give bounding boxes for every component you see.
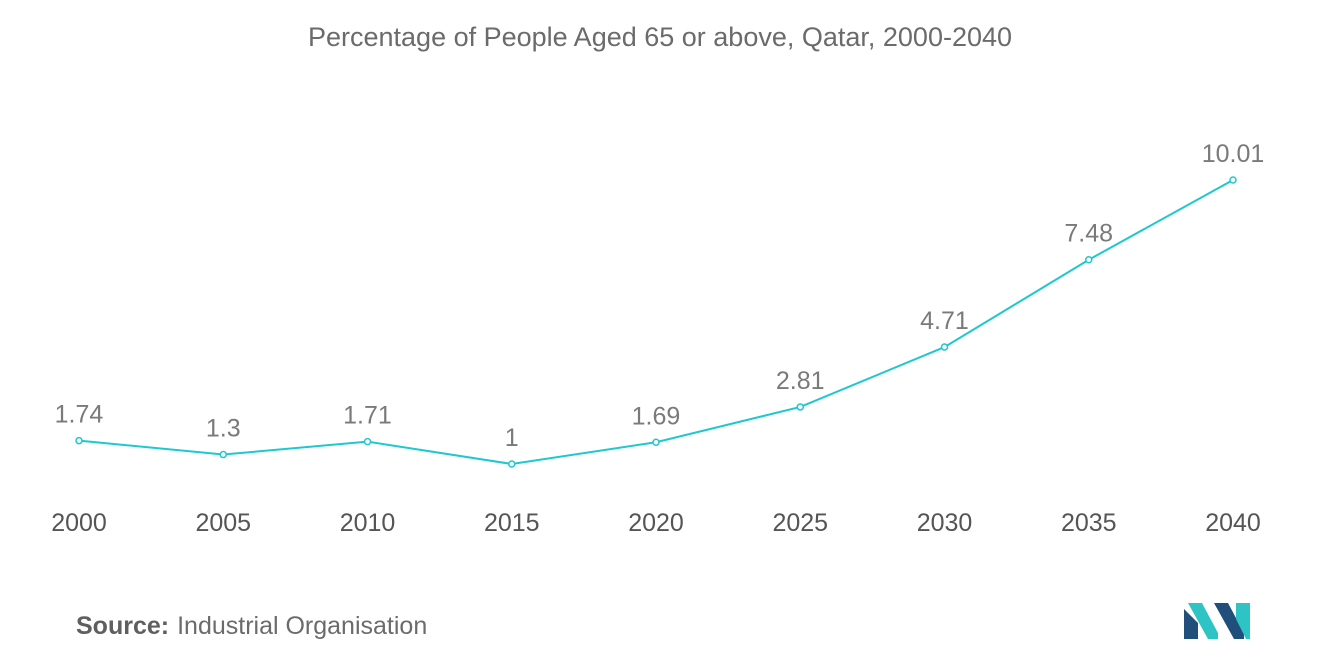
data-label: 10.01 [1202,140,1265,168]
data-point [363,437,372,446]
source-label: Source: [76,612,170,640]
data-labels: 1.74 1.3 1.71 1 1.69 2.81 4.71 7.48 10.01 [55,140,1265,452]
data-point [940,343,949,351]
data-point [1229,176,1237,184]
data-label: 2.81 [776,367,825,395]
x-tick-label: 2005 [195,509,251,537]
data-point [652,438,660,447]
x-axis-ticks: 2000 2005 2010 2015 2020 2025 2030 2035 2040 [51,509,1261,537]
data-point [796,403,804,411]
source-text: Industrial Organisation [177,612,428,640]
line-chart: 2000 2005 2010 2015 2020 2025 2030 2035 2040 1.7… [51,140,1265,537]
data-label: 1.3 [206,415,241,443]
data-point [219,450,227,459]
logo-shape-left [1184,609,1198,639]
x-tick-label: 2030 [917,509,973,537]
logo-shape-mid-left [1188,603,1218,639]
data-label: 1.71 [343,402,392,430]
data-label: 1 [505,424,519,452]
x-tick-label: 2000 [51,509,107,537]
data-point [75,436,83,445]
data-label: 1.74 [55,401,104,429]
mordor-intelligence-logo-icon [1184,603,1250,639]
x-tick-label: 2020 [628,509,684,537]
chart-title: Percentage of People Aged 65 or above, Q… [307,22,1013,52]
logo-shape-right [1236,603,1250,639]
data-label: 4.71 [920,307,969,335]
x-tick-label: 2040 [1205,509,1261,537]
x-tick-label: 2025 [772,509,828,537]
logo-shape-mid-right [1214,603,1244,639]
source-note: Source: Industrial Organisation [76,612,427,641]
data-point [1085,255,1093,264]
data-label: 7.48 [1064,220,1113,248]
x-tick-label: 2015 [484,509,540,537]
data-label: 1.69 [632,402,681,430]
x-tick-label: 2010 [340,509,396,537]
x-tick-label: 2035 [1061,509,1117,537]
data-points [75,176,1237,468]
data-point [508,460,516,468]
